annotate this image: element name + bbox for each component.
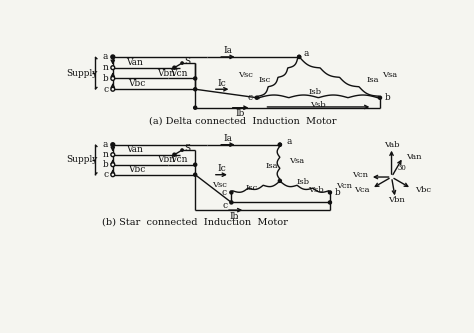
Circle shape: [111, 173, 115, 176]
Circle shape: [181, 149, 183, 151]
Circle shape: [194, 163, 197, 166]
Text: S: S: [184, 57, 191, 66]
Text: Ia: Ia: [224, 46, 233, 55]
Text: a: a: [103, 140, 108, 149]
Text: Isa: Isa: [366, 76, 379, 84]
Text: Ic: Ic: [218, 79, 227, 88]
Text: Vbn: Vbn: [157, 155, 175, 164]
Text: Van: Van: [126, 58, 143, 67]
Text: a: a: [286, 137, 292, 146]
Text: b: b: [335, 188, 340, 197]
Text: b: b: [102, 160, 108, 169]
Text: Vsa: Vsa: [383, 71, 397, 79]
Text: Isb: Isb: [297, 178, 310, 186]
Text: Vsa: Vsa: [289, 157, 304, 165]
Text: Isb: Isb: [308, 88, 321, 96]
Circle shape: [328, 191, 331, 194]
Text: c: c: [222, 201, 228, 210]
Circle shape: [255, 96, 258, 99]
Text: S: S: [184, 144, 191, 153]
Text: Isc: Isc: [258, 76, 271, 84]
Text: Supply: Supply: [66, 155, 98, 164]
Text: Vcn: Vcn: [170, 69, 187, 78]
Circle shape: [111, 163, 115, 166]
Text: Van: Van: [406, 153, 422, 161]
Text: Isa: Isa: [266, 162, 278, 170]
Text: Vbc: Vbc: [128, 79, 146, 88]
Text: Vab: Vab: [384, 141, 399, 149]
Circle shape: [111, 153, 115, 157]
Circle shape: [278, 179, 282, 182]
Text: Vbc: Vbc: [415, 186, 430, 194]
Text: Vbn: Vbn: [389, 196, 405, 204]
Text: Ia: Ia: [224, 134, 233, 143]
Text: Vsc: Vsc: [238, 71, 253, 79]
Text: Vbn: Vbn: [157, 69, 175, 78]
Circle shape: [111, 143, 115, 147]
Text: Ib: Ib: [236, 109, 246, 118]
Circle shape: [230, 201, 233, 204]
Text: Vbc: Vbc: [128, 165, 146, 174]
Circle shape: [111, 66, 115, 70]
Text: Vca: Vca: [354, 186, 369, 194]
Text: Van: Van: [126, 145, 143, 154]
Circle shape: [111, 77, 115, 80]
Circle shape: [230, 191, 233, 194]
Text: Vsb: Vsb: [308, 186, 323, 194]
Circle shape: [328, 201, 331, 204]
Text: Vcn: Vcn: [336, 182, 352, 190]
Text: Isc: Isc: [245, 184, 257, 192]
Text: c: c: [103, 170, 108, 179]
Text: Ib: Ib: [230, 212, 239, 221]
Circle shape: [194, 88, 197, 91]
Text: Ic: Ic: [217, 164, 226, 173]
Text: b: b: [102, 74, 108, 83]
Text: a: a: [103, 52, 108, 61]
Text: Vcn: Vcn: [170, 155, 187, 164]
Text: c: c: [247, 93, 252, 102]
Text: (b) Star  connected  Induction  Motor: (b) Star connected Induction Motor: [102, 217, 288, 226]
Circle shape: [181, 62, 183, 64]
Circle shape: [194, 173, 197, 176]
Circle shape: [111, 87, 115, 91]
Text: Vsb: Vsb: [310, 102, 326, 110]
Text: n: n: [102, 150, 108, 159]
Text: Vsc: Vsc: [212, 181, 227, 189]
Text: Supply: Supply: [66, 69, 98, 78]
Text: (a) Delta connected  Induction  Motor: (a) Delta connected Induction Motor: [149, 116, 337, 125]
Circle shape: [298, 55, 301, 58]
Circle shape: [298, 55, 301, 58]
Circle shape: [173, 66, 176, 69]
Text: n: n: [102, 63, 108, 72]
Text: b: b: [384, 93, 391, 102]
Text: Vcn: Vcn: [352, 171, 368, 179]
Text: a: a: [304, 49, 309, 58]
Circle shape: [378, 96, 382, 99]
Text: 30: 30: [398, 164, 407, 172]
Text: c: c: [103, 85, 108, 94]
Text: c: c: [222, 188, 227, 197]
Circle shape: [111, 55, 115, 59]
Circle shape: [278, 143, 282, 146]
Circle shape: [194, 77, 197, 80]
Circle shape: [194, 106, 197, 109]
Circle shape: [278, 143, 282, 146]
Circle shape: [173, 153, 176, 156]
